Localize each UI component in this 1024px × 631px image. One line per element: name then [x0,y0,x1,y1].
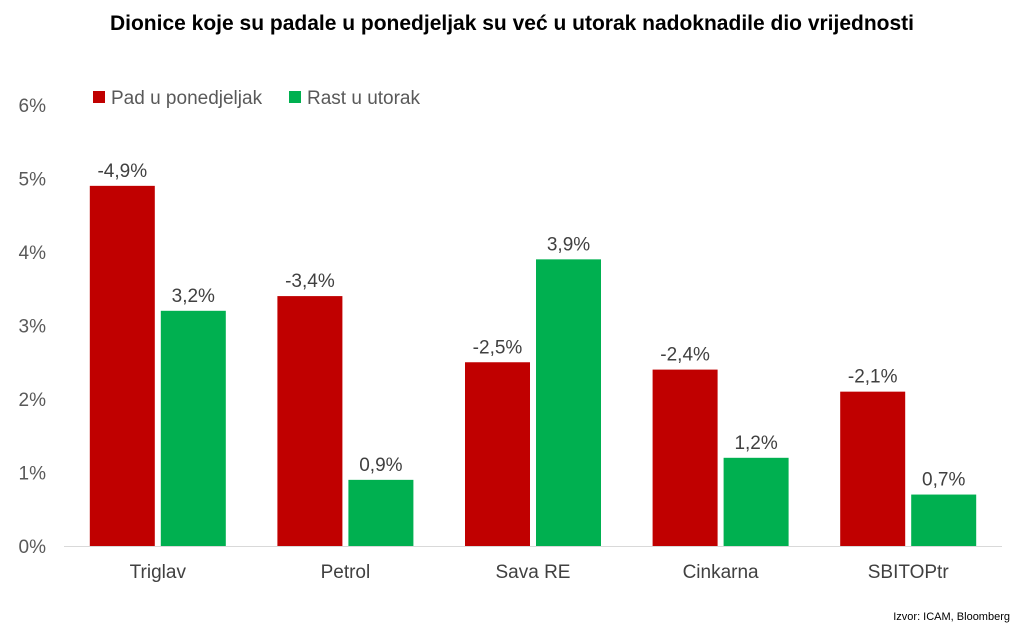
bar-pad [277,296,343,546]
bar-rast [160,310,226,546]
y-tick-label: 0% [19,537,47,558]
category-label: SBITOPtr [868,562,950,583]
y-axis: 0% 1% 2% 3% 4% 5% 6% [19,96,1002,558]
y-tick-label: 6% [19,96,47,117]
legend-swatch [93,91,105,103]
bars [89,185,977,546]
data-label: 3,9% [547,234,590,255]
y-tick-label: 1% [19,464,47,485]
bar-rast [348,479,414,546]
y-tick-label: 4% [19,243,47,264]
data-label: -4,9% [97,161,147,182]
bar-pad [652,369,718,546]
bar-rast [911,494,977,546]
legend-label: Pad u ponedjeljak [111,88,263,109]
data-label: 0,7% [922,470,965,491]
data-label: -2,5% [473,337,523,358]
y-tick-label: 5% [19,170,47,191]
data-label: 1,2% [734,433,777,454]
category-label: Sava RE [496,562,571,583]
source-note: Izvor: ICAM, Bloomberg [893,611,1010,623]
data-label: -2,1% [848,367,898,388]
data-labels: -4,9% 3,2% -3,4% 0,9% -2,5% 3,9% -2,4% 1,2% -2,1… [97,161,965,491]
bar-pad [89,185,155,546]
data-label: 3,2% [172,286,215,307]
y-tick-label: 3% [19,317,47,338]
x-axis: Triglav Petrol Sava RE Cinkarna SBITOPtr [130,562,950,583]
chart-title: Dionice koje su padale u ponedjeljak su … [109,12,915,35]
category-label: Triglav [130,562,187,583]
category-label: Petrol [321,562,371,583]
y-tick-label: 2% [19,390,47,411]
legend-label: Rast u utorak [307,88,420,109]
legend-swatch [289,91,301,103]
legend: Pad u ponedjeljak Rast u utorak [93,88,420,109]
bar-pad [840,391,906,546]
bar-rast [723,457,789,546]
bar-pad [465,362,530,546]
category-label: Cinkarna [683,562,759,583]
data-label: 0,9% [359,455,402,476]
bar-rast [536,259,601,546]
data-label: -2,4% [660,345,710,366]
data-label: -3,4% [285,271,335,292]
